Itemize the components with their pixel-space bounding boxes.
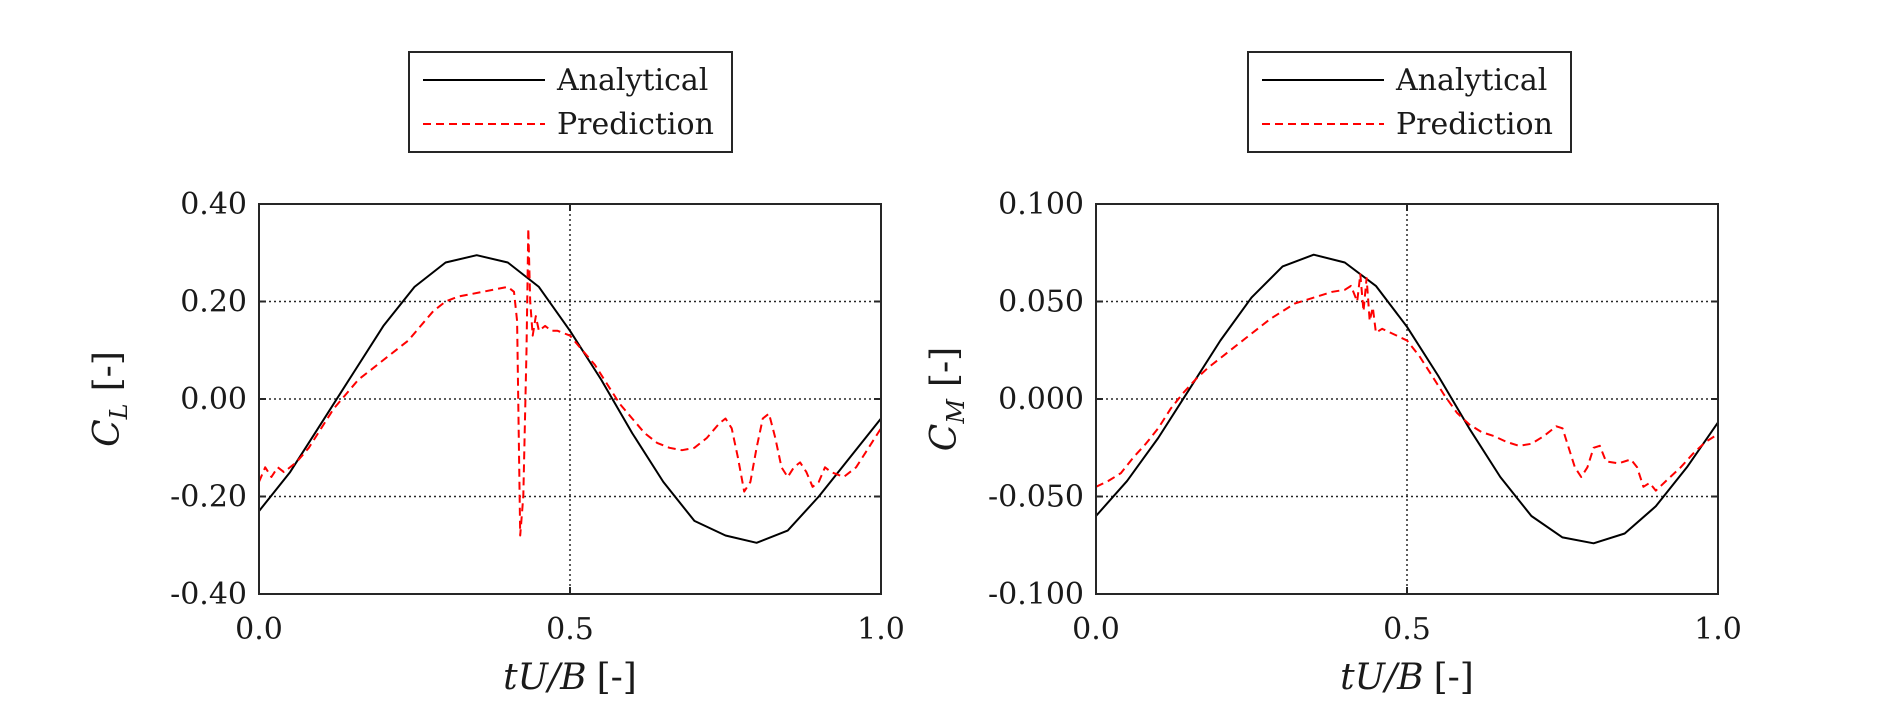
cm-x-axis-label-main: tU/B <box>1340 657 1423 698</box>
cm-ytick-label-2: 0.000 <box>998 382 1084 417</box>
cm-y-axis-label-sub: M <box>942 398 970 425</box>
cl-ytick-label-1: -0.20 <box>170 480 247 515</box>
cl-series-prediction-line <box>258 227 882 537</box>
cl-x-axis-label-main: tU/B <box>503 657 586 698</box>
cm-legend: Analytical Prediction <box>1247 51 1572 153</box>
cl-series-analytical-line <box>258 254 882 544</box>
cm-legend-label-analytical: Analytical <box>1395 63 1547 98</box>
cm-y-axis-label-unit: [-] <box>924 347 965 387</box>
cl-chart: -0.40 -0.20 0.00 0.20 0.40 0.0 0.5 1.0 CL [-] tU… <box>87 51 905 698</box>
cm-legend-label-prediction: Prediction <box>1396 107 1553 142</box>
cm-series-analytical-line <box>1095 253 1719 545</box>
cl-legend-label-analytical: Analytical <box>556 63 708 98</box>
cl-ytick-label-2: 0.00 <box>180 382 247 417</box>
cm-ticks: -0.100 -0.050 0.000 0.050 0.100 0.0 0.5 1.0 <box>988 187 1742 647</box>
cm-x-axis-label-unit: [-] <box>1434 657 1474 698</box>
cm-xtick-label-0: 0.0 <box>1072 612 1120 647</box>
cl-y-axis-label: CL [-] <box>87 351 133 447</box>
cl-xtick-label-0: 0.0 <box>235 612 283 647</box>
cl-ticks: -0.40 -0.20 0.00 0.20 0.40 0.0 0.5 1.0 <box>170 187 905 647</box>
cl-xtick-label-2: 1.0 <box>857 612 905 647</box>
cl-xtick-label-1: 0.5 <box>546 612 594 647</box>
cl-y-axis-label-main: C <box>87 419 128 447</box>
cl-legend-label-prediction: Prediction <box>557 107 714 142</box>
cl-legend-box <box>408 51 733 153</box>
cm-y-axis-label: CM [-] <box>924 347 970 451</box>
cm-grid <box>1096 204 1718 594</box>
cl-y-axis-label-unit: [-] <box>87 351 128 391</box>
cm-xtick-label-2: 1.0 <box>1694 612 1742 647</box>
cm-y-axis-label-main: C <box>924 424 965 452</box>
cm-ytick-label-3: 0.050 <box>998 285 1084 320</box>
cl-x-axis-label-unit: [-] <box>597 657 637 698</box>
cm-ytick-label-4: 0.100 <box>998 187 1084 222</box>
cl-y-axis-label-sub: L <box>105 403 133 420</box>
cl-grid <box>259 204 881 594</box>
cl-ytick-label-0: -0.40 <box>170 577 247 612</box>
cm-chart: -0.100 -0.050 0.000 0.050 0.100 0.0 0.5 1.0 CM [… <box>924 51 1742 698</box>
cm-series-layer <box>1095 253 1719 545</box>
cm-legend-box <box>1247 51 1572 153</box>
cl-legend: Analytical Prediction <box>408 51 733 153</box>
cm-ytick-label-1: -0.050 <box>988 480 1084 515</box>
cl-ytick-label-4: 0.40 <box>180 187 247 222</box>
cm-x-axis-label: tU/B [-] <box>1340 657 1474 698</box>
cl-series-layer <box>258 227 882 544</box>
cm-ytick-label-0: -0.100 <box>988 577 1084 612</box>
cm-series-prediction-line <box>1095 273 1719 492</box>
cl-x-axis-label: tU/B [-] <box>503 657 637 698</box>
cl-ytick-label-3: 0.20 <box>180 285 247 320</box>
cm-xtick-label-1: 0.5 <box>1383 612 1431 647</box>
